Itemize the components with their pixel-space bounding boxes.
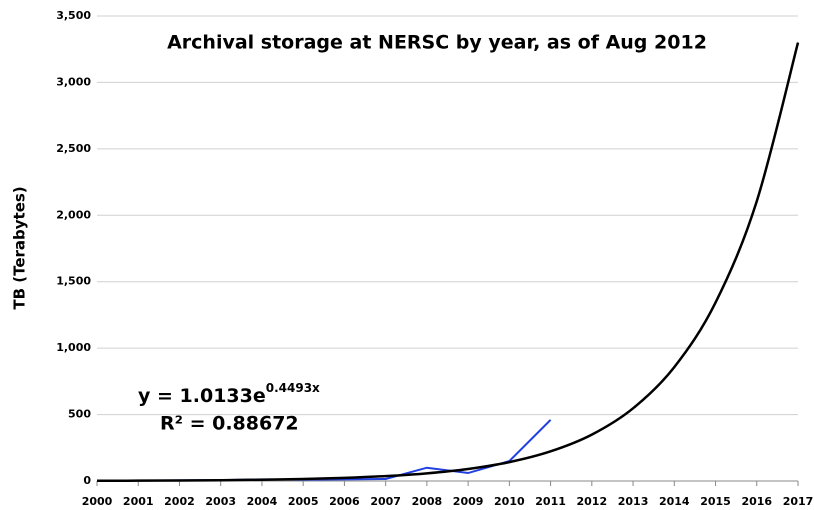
r-squared: R² = 0.88672 <box>160 413 299 435</box>
chart-title: Archival storage at NERSC by year, as of… <box>167 32 707 54</box>
x-tick-label: 2001 <box>123 495 154 508</box>
x-tick-label: 2007 <box>370 495 401 508</box>
y-tick-label: 500 <box>68 408 91 421</box>
y-tick-label: 0 <box>83 474 91 487</box>
x-tick-label: 2004 <box>247 495 278 508</box>
x-tick-label: 2013 <box>618 495 649 508</box>
equation: y = 1.0133e0.4493x <box>138 381 320 407</box>
x-tick-label: 2003 <box>205 495 236 508</box>
equation-exponent: 0.4493x <box>266 381 320 395</box>
x-tick-label: 2009 <box>453 495 484 508</box>
series-line <box>96 42 800 483</box>
y-tick-label: 3,500 <box>56 9 91 22</box>
x-tick-label: 2008 <box>412 495 443 508</box>
x-tick-label: 2000 <box>82 495 113 508</box>
y-tick-label: 3,000 <box>56 75 91 88</box>
x-tick-label: 2010 <box>494 495 525 508</box>
x-tick-label: 2016 <box>741 495 772 508</box>
y-tick-label: 2,500 <box>56 142 91 155</box>
x-tick-label: 2002 <box>164 495 195 508</box>
y-axis-label: TB (Terabytes) <box>11 186 29 309</box>
y-tick-label: 1,000 <box>56 341 91 354</box>
x-tick-label: 2005 <box>288 495 319 508</box>
x-tick-label: 2014 <box>659 495 690 508</box>
equation-base: y = 1.0133e <box>138 385 266 407</box>
y-tick-label: 1,500 <box>56 275 91 288</box>
x-tick-label: 2006 <box>329 495 360 508</box>
x-tick-label: 2017 <box>783 495 814 508</box>
x-tick-label: 2011 <box>535 495 566 508</box>
x-tick-label: 2012 <box>577 495 608 508</box>
y-tick-label: 2,000 <box>56 208 91 221</box>
x-tick-label: 2015 <box>700 495 731 508</box>
